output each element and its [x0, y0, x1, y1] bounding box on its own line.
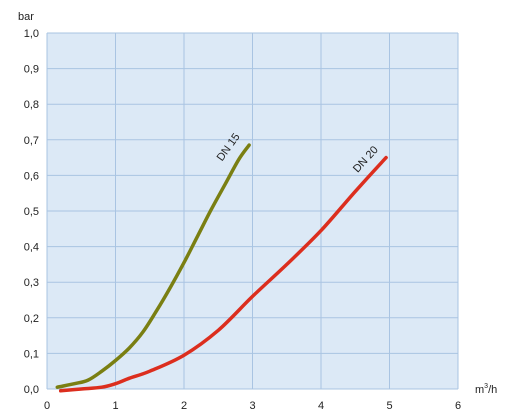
grid-lines [46, 32, 459, 390]
y-tick-label: 0,7 [24, 135, 39, 147]
y-tick-label: 0,4 [24, 242, 39, 254]
series-line-dn-15 [55, 143, 251, 389]
series-line-dn-20 [58, 155, 388, 393]
y-tick-label: 1,0 [24, 28, 39, 40]
x-tick-label: 3 [249, 400, 255, 412]
x-tick-label: 4 [318, 400, 324, 412]
x-tick-label: 5 [386, 400, 392, 412]
x-tick-labels: 0 1 2 3 4 5 6 [44, 400, 461, 412]
y-tick-label: 0,9 [24, 64, 39, 76]
y-tick-label: 0,3 [24, 277, 39, 289]
y-tick-label: 0,6 [24, 170, 39, 182]
x-axis-unit-label: m3/h [475, 383, 497, 396]
y-tick-label: 0,1 [24, 348, 39, 360]
x-tick-label: 1 [112, 400, 118, 412]
x-tick-label: 0 [44, 400, 50, 412]
y-tick-label: 0,2 [24, 313, 39, 325]
y-tick-labels: 0,0 0,1 0,2 0,3 0,4 0,5 0,6 0,7 0,8 0,9 1,0 [24, 28, 39, 396]
x-tick-label: 2 [181, 400, 187, 412]
y-tick-label: 0,0 [24, 384, 39, 396]
y-tick-label: 0,8 [24, 99, 39, 111]
x-tick-label: 6 [455, 400, 461, 412]
y-tick-label: 0,5 [24, 206, 39, 218]
y-axis-unit-label: bar [18, 11, 34, 23]
